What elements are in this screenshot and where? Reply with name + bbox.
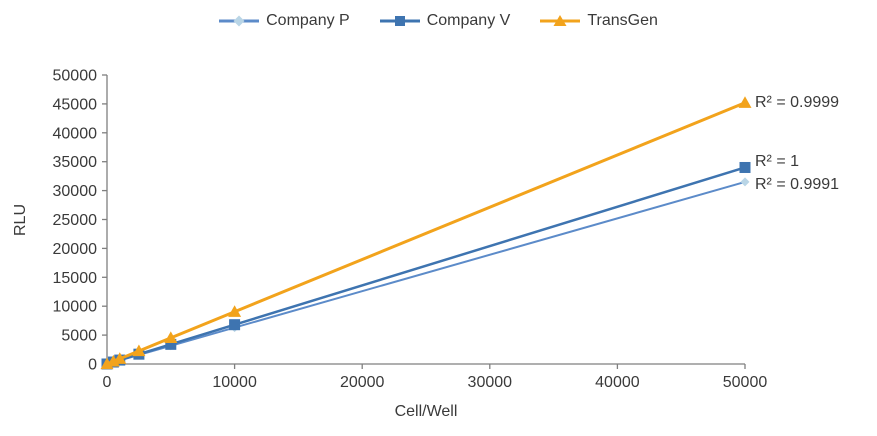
y-tick-label: 15000 xyxy=(53,270,98,287)
r2-annotation-transgen: R² = 0.9999 xyxy=(755,93,840,111)
series-transgen xyxy=(100,96,752,370)
data-point-transgen xyxy=(132,344,146,357)
data-point-transgen xyxy=(164,331,178,343)
series-line-company-v xyxy=(106,166,746,366)
y-tick-label: 40000 xyxy=(53,125,98,142)
r2-annotation-company-p: R² = 0.9991 xyxy=(755,175,840,193)
x-tick-label: 50000 xyxy=(723,374,768,391)
data-point-company-v xyxy=(739,161,751,173)
x-tick-label: 40000 xyxy=(595,374,640,391)
data-point-transgen xyxy=(228,305,242,317)
x-tick-label: 0 xyxy=(103,374,112,391)
y-tick-label: 30000 xyxy=(53,183,98,200)
y-tick-label: 45000 xyxy=(53,96,98,113)
y-tick-label: 0 xyxy=(88,357,97,374)
series-company-p xyxy=(102,177,750,369)
legend-item-company-p[interactable]: Company P xyxy=(219,12,350,30)
y-tick-label: 10000 xyxy=(53,299,98,316)
y-tick-label: 50000 xyxy=(53,68,98,85)
data-point-company-v xyxy=(229,319,241,331)
y-tick-label: 5000 xyxy=(61,328,97,345)
data-point-transgen xyxy=(113,352,127,364)
y-axis-title: RLU xyxy=(12,203,29,237)
legend-label-company-v: Company V xyxy=(426,12,511,29)
y-tick-label: 35000 xyxy=(53,154,98,171)
y-tick-label: 25000 xyxy=(53,212,98,229)
x-tick-label: 20000 xyxy=(340,374,385,391)
x-tick-label: 30000 xyxy=(468,374,513,391)
legend-item-transgen[interactable]: TransGen xyxy=(540,12,658,30)
legend-item-company-v[interactable]: Company V xyxy=(379,12,511,30)
data-point-company-p xyxy=(740,177,750,187)
line-square-marker-icon xyxy=(379,16,420,26)
line-diamond-marker-icon xyxy=(219,15,260,27)
legend: Company P Company V TransGen xyxy=(0,12,877,30)
y-tick-label: 20000 xyxy=(53,241,98,258)
legend-label-transgen: TransGen xyxy=(587,12,658,29)
line-triangle-marker-icon xyxy=(540,15,581,26)
series-line-transgen xyxy=(106,101,746,366)
data-point-transgen xyxy=(738,96,752,108)
data-point-company-v xyxy=(165,338,177,350)
x-axis-title: Cell/Well xyxy=(394,403,458,420)
r2-annotation-company-v: R² = 1 xyxy=(755,153,800,171)
x-tick-label: 10000 xyxy=(212,374,257,391)
series-line-company-p xyxy=(106,180,746,365)
legend-label-company-p: Company P xyxy=(266,12,350,29)
